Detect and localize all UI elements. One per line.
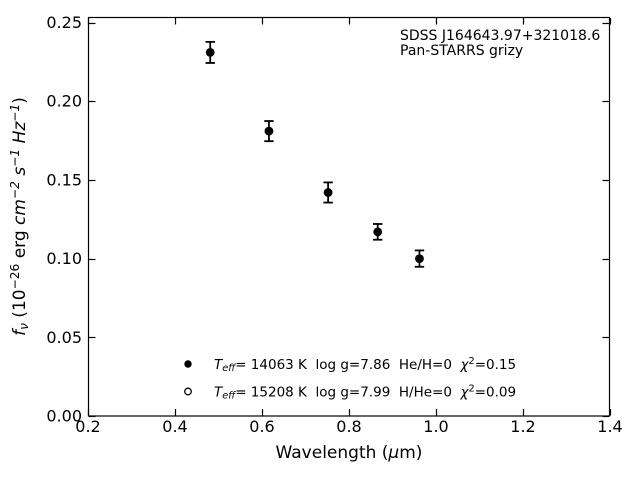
legend-marker-filled-circle	[184, 360, 192, 368]
x-axis-label: Wavelength (μm)	[276, 443, 423, 463]
y-tick-label: 0.05	[46, 328, 82, 347]
data-point-marker	[415, 254, 424, 264]
x-tick-label: 0.4	[162, 417, 187, 436]
data-point-marker	[205, 48, 215, 57]
x-tick-label: 0.6	[249, 417, 274, 436]
y-tick-label: 0.15	[46, 170, 82, 189]
x-tick-label: 0.2	[75, 417, 100, 436]
annotation-survey: Pan-STARRS grizy	[400, 43, 524, 59]
annotation-object-id: SDSS J164643.97+321018.6	[400, 28, 601, 44]
data-point-marker	[264, 126, 274, 136]
y-axis-label: fν (10−26 erg cm−2 s−1 Hz−1)	[8, 97, 31, 336]
x-tick-label: 0.8	[336, 417, 361, 436]
y-tick-label: 0.20	[46, 92, 82, 111]
legend-marker-open-circle	[184, 387, 192, 396]
x-tick-label: 1.0	[423, 417, 448, 436]
plot-border	[87, 16, 611, 417]
y-tick-label: 0.10	[46, 249, 82, 268]
y-tick-label: 0.00	[46, 407, 82, 426]
x-tick-label: 1.4	[597, 417, 622, 436]
legend-row-text: Teff= 14063 K log g=7.86 He/H=0 χ2=0.15	[214, 356, 516, 374]
legend-row-text: Teff= 15208 K log g=7.99 H/He=0 χ2=0.09	[214, 383, 516, 401]
y-tick-label: 0.25	[46, 13, 82, 32]
data-point-marker	[323, 188, 333, 197]
annotation-block: SDSS J164643.97+321018.6 Pan-STARRS griz…	[400, 29, 600, 59]
x-tick-label: 1.2	[510, 417, 535, 436]
data-point-marker	[373, 227, 383, 237]
